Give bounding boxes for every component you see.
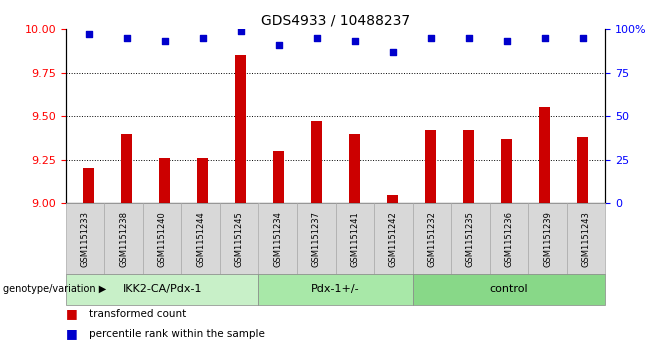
Text: GSM1151233: GSM1151233 xyxy=(80,211,89,267)
Bar xyxy=(577,137,588,203)
Text: IKK2-CA/Pdx-1: IKK2-CA/Pdx-1 xyxy=(122,285,202,294)
Text: GSM1151232: GSM1151232 xyxy=(428,211,436,266)
Bar xyxy=(83,168,94,203)
Text: GSM1151236: GSM1151236 xyxy=(505,211,513,267)
Text: GSM1151240: GSM1151240 xyxy=(158,211,166,266)
Point xyxy=(388,49,398,54)
Text: GSM1151245: GSM1151245 xyxy=(235,211,243,266)
Bar xyxy=(501,139,513,203)
Bar xyxy=(387,195,398,203)
Title: GDS4933 / 10488237: GDS4933 / 10488237 xyxy=(261,14,410,28)
Text: GSM1151241: GSM1151241 xyxy=(350,211,359,266)
Point xyxy=(425,35,436,41)
Bar xyxy=(273,151,284,203)
Text: GSM1151237: GSM1151237 xyxy=(312,211,321,267)
Point xyxy=(121,35,132,41)
Text: percentile rank within the sample: percentile rank within the sample xyxy=(89,329,265,339)
Point xyxy=(236,28,246,34)
Bar xyxy=(425,130,436,203)
Bar xyxy=(539,107,550,203)
Bar xyxy=(121,134,132,203)
Text: ■: ■ xyxy=(66,307,78,321)
Text: GSM1151239: GSM1151239 xyxy=(543,211,552,266)
Text: ■: ■ xyxy=(66,327,78,340)
Bar xyxy=(197,158,209,203)
Bar xyxy=(463,130,474,203)
Bar xyxy=(311,121,322,203)
Text: transformed count: transformed count xyxy=(89,309,186,319)
Text: Pdx-1+/-: Pdx-1+/- xyxy=(311,285,360,294)
Point xyxy=(311,35,322,41)
Text: GSM1151243: GSM1151243 xyxy=(582,211,591,266)
Point xyxy=(540,35,550,41)
Point xyxy=(273,42,284,48)
Text: GSM1151244: GSM1151244 xyxy=(196,211,205,266)
Text: GSM1151242: GSM1151242 xyxy=(389,211,398,266)
Point xyxy=(349,38,360,44)
Bar xyxy=(159,158,170,203)
Text: genotype/variation ▶: genotype/variation ▶ xyxy=(3,285,107,294)
Point xyxy=(501,38,512,44)
Point xyxy=(84,31,94,37)
Text: control: control xyxy=(490,285,528,294)
Point xyxy=(197,35,208,41)
Text: GSM1151238: GSM1151238 xyxy=(119,211,128,267)
Point xyxy=(463,35,474,41)
Bar xyxy=(235,55,246,203)
Point xyxy=(577,35,588,41)
Text: GSM1151234: GSM1151234 xyxy=(273,211,282,266)
Bar xyxy=(349,134,361,203)
Text: GSM1151235: GSM1151235 xyxy=(466,211,475,266)
Point xyxy=(159,38,170,44)
